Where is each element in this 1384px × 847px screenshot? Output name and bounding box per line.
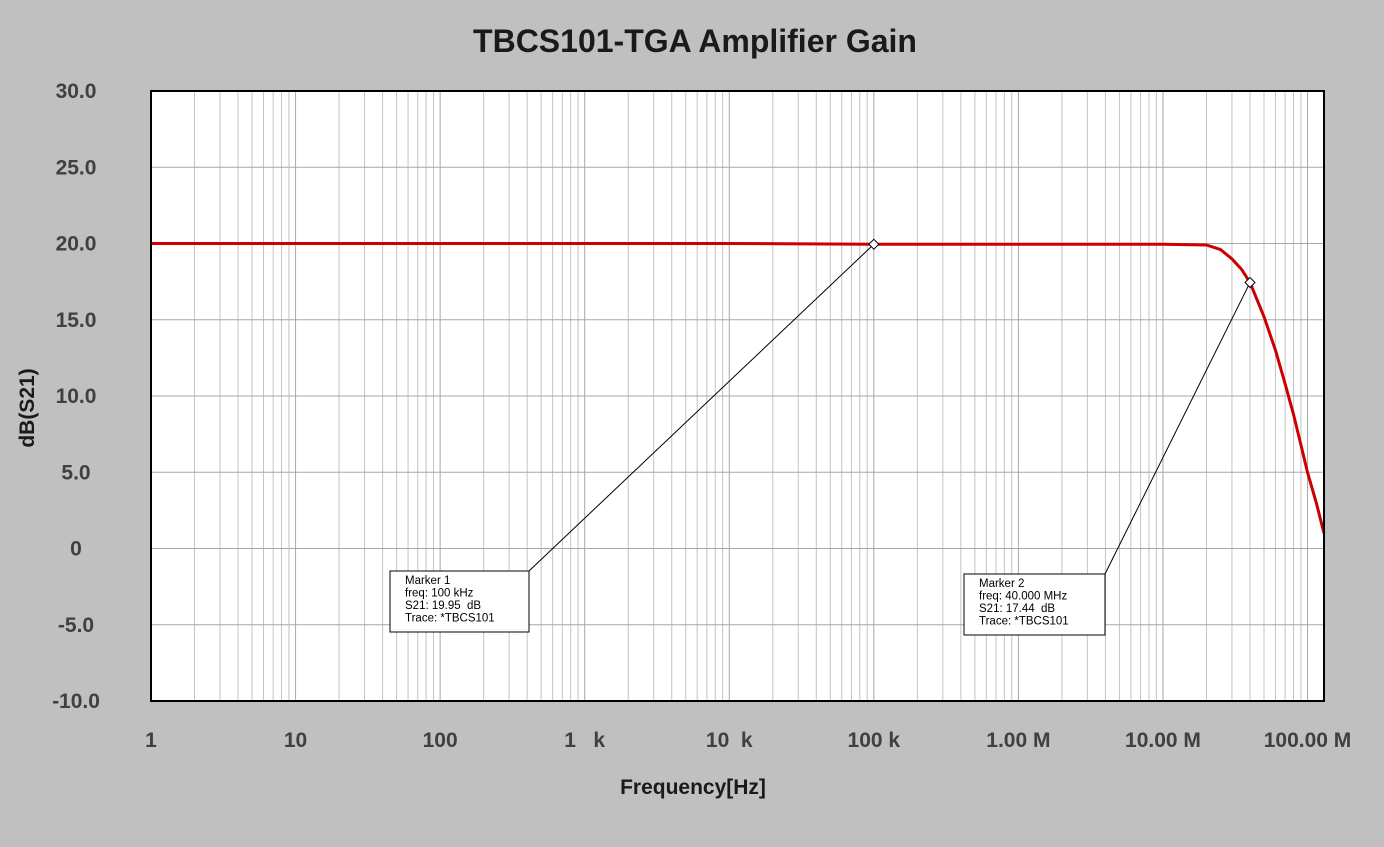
x-axis-label: Frequency[Hz] bbox=[620, 776, 766, 799]
y-tick-label: 20.0 bbox=[56, 233, 97, 256]
marker-text-line: Trace: *TBCS101 bbox=[405, 613, 495, 625]
y-tick-label: 5.0 bbox=[61, 461, 90, 484]
x-axis-ticks: 1 10 100 1 k 10 k 100 k 1.00 M 10.00 M 100.00 M bbox=[145, 729, 1351, 752]
y-tick-label: -10.0 bbox=[52, 690, 100, 713]
x-tick-label: 10 bbox=[284, 729, 307, 752]
gain-trace-line bbox=[151, 242, 1326, 534]
y-tick-label: -5.0 bbox=[58, 614, 94, 637]
y-tick-label: 25.0 bbox=[56, 156, 97, 179]
marker-point bbox=[868, 238, 880, 250]
y-tick-label: 0 bbox=[70, 538, 82, 561]
marker-box bbox=[389, 570, 530, 633]
marker-text-line: Trace: *TBCS101 bbox=[979, 616, 1069, 628]
marker-text-line: Marker 2 bbox=[979, 578, 1024, 590]
marker-text-line: freq: 40.000 MHz bbox=[979, 591, 1067, 603]
x-tick-label: 1.00 M bbox=[986, 729, 1050, 752]
y-tick-label: 30.0 bbox=[56, 80, 97, 103]
x-tick-label: 1 bbox=[145, 729, 157, 752]
x-tick-label: 10.00 M bbox=[1125, 729, 1201, 752]
y-axis-label: dB(S21) bbox=[16, 368, 39, 447]
series-layer bbox=[151, 242, 1326, 534]
marker-leader-line bbox=[528, 243, 875, 572]
plot-frame bbox=[150, 90, 1325, 702]
marker-text-line: S21: 17.44 dB bbox=[979, 603, 1055, 615]
x-tick-label: 1 k bbox=[564, 729, 605, 752]
marker-point bbox=[1244, 276, 1256, 289]
y-tick-label: 15.0 bbox=[56, 309, 97, 332]
marker-text-line: freq: 100 kHz bbox=[405, 588, 474, 600]
x-tick-label: 100.00 M bbox=[1264, 729, 1352, 752]
marker-box bbox=[963, 573, 1106, 636]
marker-text-line: S21: 19.95 dB bbox=[405, 600, 481, 612]
y-tick-label: 10.0 bbox=[56, 385, 97, 408]
x-tick-label: 10 k bbox=[706, 729, 753, 752]
marker-leader-line bbox=[1104, 282, 1251, 575]
x-tick-label: 100 bbox=[423, 729, 458, 752]
chart-title: TBCS101-TGA Amplifier Gain bbox=[473, 23, 917, 59]
y-axis-ticks: 30.0 25.0 20.0 15.0 10.0 5.0 0 -5.0 -10.0 bbox=[52, 80, 100, 713]
x-tick-label: 100 k bbox=[848, 729, 901, 752]
marker-text-line: Marker 1 bbox=[405, 575, 450, 587]
